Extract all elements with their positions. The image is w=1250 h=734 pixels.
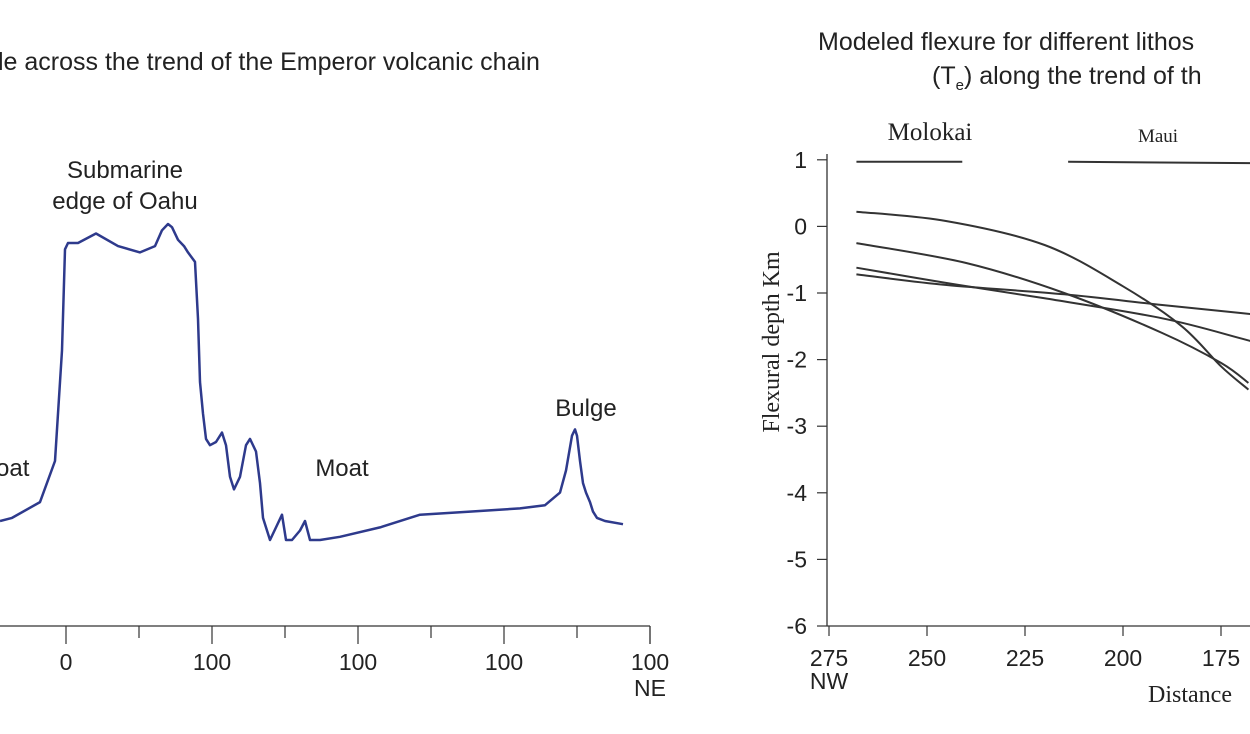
island-extent-bar [1068, 160, 1250, 165]
flexure-curve-4 [856, 273, 1250, 315]
right-x-tick-label: 250 [908, 645, 946, 671]
left-panel: le across the trend of the Emperor volca… [0, 48, 669, 701]
flexure-curve-2 [856, 242, 1250, 384]
right-y-axis-label: Flexural depth Km [759, 251, 785, 433]
right-x-tick-label: 275 [810, 645, 848, 671]
left-xtick-label-0: 0 [60, 649, 73, 675]
right-y-tick-label: -5 [787, 546, 807, 572]
flexure-curve-3 [856, 266, 1250, 342]
right-y-tick-label: -4 [787, 480, 808, 506]
right-x-tick-label: 225 [1006, 645, 1044, 671]
island-extent-bars [856, 160, 1250, 165]
annotation-edge-of-oahu: edge of Oahu [52, 188, 197, 215]
right-x-tick-label: 175 [1202, 645, 1240, 671]
right-y-tick-label: -3 [787, 413, 807, 439]
left-xtick-label-2: 100 [339, 649, 377, 675]
right-x-tick-label: 200 [1104, 645, 1142, 671]
title-te-open: (T [932, 62, 956, 90]
left-x-direction-label: NE [634, 675, 666, 701]
flexure-curves [856, 210, 1250, 391]
annotation-moat-left: oat [0, 455, 30, 482]
annotation-moat: Moat [315, 455, 369, 482]
left-xtick-label-1: 100 [193, 649, 231, 675]
right-panel: Modeled flexure for different lithos (Te… [759, 28, 1250, 708]
right-y-tick-label: 1 [794, 147, 807, 173]
right-x-axis-label: Distance [1148, 682, 1232, 708]
right-y-ticks: 1 0 -1 -2 -3 -4 -5 -6 [787, 147, 827, 639]
right-y-tick-label: 0 [794, 213, 807, 239]
right-y-tick-label: -6 [787, 613, 807, 639]
island-label-maui: Maui [1138, 126, 1178, 147]
left-x-ticks [65, 626, 651, 644]
island-label-molokai: Molokai [888, 119, 973, 146]
right-x-direction-label: NW [810, 668, 849, 694]
flexure-curve-1 [856, 210, 1250, 391]
left-chart-title: le across the trend of the Emperor volca… [0, 48, 540, 76]
right-x-ticks: 275 250 225 200 175 [810, 626, 1240, 671]
title-te-rest: ) along the trend of th [964, 62, 1202, 90]
right-y-tick-label: -1 [787, 280, 807, 306]
bathymetric-profile-line [0, 222, 624, 542]
left-xtick-label-4: 100 [631, 649, 669, 675]
title-te-subscript: e [956, 77, 964, 94]
annotation-bulge: Bulge [555, 395, 616, 422]
annotation-submarine: Submarine [67, 157, 183, 184]
right-chart-title-line1: Modeled flexure for different lithos [818, 28, 1194, 56]
right-y-tick-label: -2 [787, 347, 807, 373]
right-chart-title-line2: (Te) along the trend of th [932, 62, 1202, 94]
left-xtick-label-3: 100 [485, 649, 523, 675]
